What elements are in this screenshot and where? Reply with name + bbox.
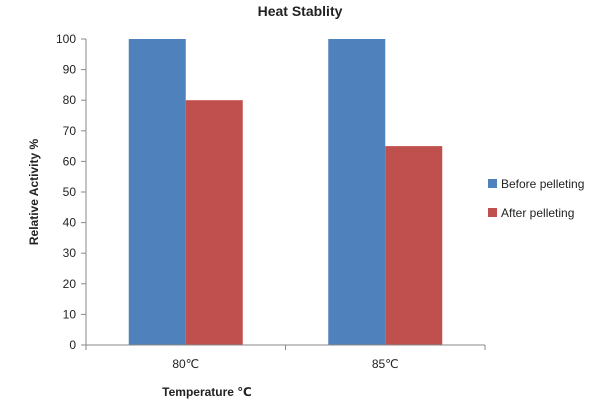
y-tick-label: 70 xyxy=(63,124,77,138)
bar-after-1 xyxy=(185,100,243,345)
x-axis-ticks: 80℃ 85℃ xyxy=(85,345,486,371)
x-tick-label: 80℃ xyxy=(172,357,199,371)
legend: Before pelleting After pelleting xyxy=(488,177,584,220)
x-tick-label: 85℃ xyxy=(372,357,399,371)
bar-before-2 xyxy=(328,39,386,345)
y-tick-label: 60 xyxy=(63,154,77,168)
chart-title: Heat Stablity xyxy=(258,3,343,19)
legend-label: After pelleting xyxy=(501,206,574,220)
bar-before-1 xyxy=(128,39,186,345)
x-axis-title: Temperature ℃ xyxy=(162,385,252,399)
y-tick-label: 40 xyxy=(63,216,77,230)
bars xyxy=(128,39,443,345)
y-tick-label: 100 xyxy=(56,32,76,46)
bar-after-2 xyxy=(385,146,443,345)
y-tick-label: 90 xyxy=(63,63,77,77)
legend-swatch xyxy=(488,179,497,188)
y-tick-label: 20 xyxy=(63,277,77,291)
y-axis-ticks: 0 10 20 30 40 50 60 70 80 90 100 xyxy=(56,32,86,352)
y-tick-label: 80 xyxy=(63,93,77,107)
y-tick-label: 30 xyxy=(63,246,77,260)
legend-label: Before pelleting xyxy=(501,177,584,191)
y-axis-title: Relative Activity % xyxy=(27,139,41,246)
y-tick-label: 50 xyxy=(63,185,77,199)
y-tick-label: 0 xyxy=(69,338,76,352)
y-tick-label: 10 xyxy=(63,307,77,321)
legend-swatch xyxy=(488,208,497,217)
